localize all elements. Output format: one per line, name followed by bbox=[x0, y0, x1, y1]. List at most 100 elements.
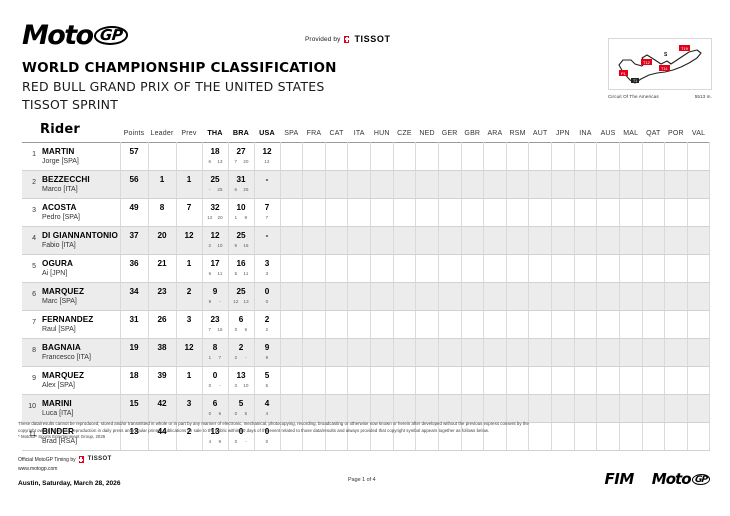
cell-points: 49 bbox=[120, 198, 149, 227]
cell-round-cze bbox=[393, 422, 417, 451]
rider-firstname: Brad [RSA] bbox=[42, 438, 78, 445]
rider-firstname: Alex [SPA] bbox=[42, 382, 75, 389]
cell-round-gbr bbox=[461, 282, 485, 311]
round-subvalues: 9 16 bbox=[229, 240, 254, 248]
round-subvalue: 11 bbox=[243, 271, 249, 276]
round-subvalue: 16 bbox=[217, 327, 223, 332]
round-subvalue: 4 bbox=[265, 411, 269, 416]
cell-round-ara bbox=[483, 310, 507, 339]
cell-round-cat bbox=[325, 142, 349, 171]
table-row: 1 MARTIN Jorge [SPA] 57 18 6 13 27 7 20 12 12 bbox=[22, 142, 711, 171]
rider-firstname: Marc [SPA] bbox=[42, 298, 77, 305]
prev-value: 2 bbox=[186, 427, 192, 436]
points-value: 15 bbox=[129, 399, 139, 408]
cell-leader: 38 bbox=[148, 338, 177, 367]
cell-round-qat bbox=[642, 254, 666, 283]
cell-round-ger bbox=[438, 198, 462, 227]
cell-round-qat bbox=[642, 198, 666, 227]
points-value: 31 bbox=[129, 315, 139, 324]
round-points: 25 bbox=[236, 231, 246, 240]
cell-round-val bbox=[687, 282, 711, 311]
cell-round-ned bbox=[415, 394, 439, 423]
cell-round-ina bbox=[574, 142, 598, 171]
cell-round-por bbox=[664, 310, 688, 339]
cell-points: 19 bbox=[120, 338, 149, 367]
cell-prev: 1 bbox=[176, 254, 203, 283]
round-subvalue: 1 bbox=[234, 215, 238, 220]
cell-round-por bbox=[664, 142, 688, 171]
prev-value: 12 bbox=[184, 231, 194, 240]
cell-round-mal bbox=[619, 422, 643, 451]
circuit-track-icon bbox=[618, 49, 702, 84]
cell-round-cze bbox=[393, 226, 417, 255]
round-points: 0 bbox=[264, 427, 270, 436]
rider-firstname: Pedro [SPA] bbox=[42, 214, 81, 221]
cell-round-ger bbox=[438, 394, 462, 423]
leader-value: 20 bbox=[157, 231, 167, 240]
cell-position: 11 bbox=[22, 422, 38, 451]
cell-round-bra: 27 7 20 bbox=[228, 142, 255, 171]
cell-round-cat bbox=[325, 338, 349, 367]
website-link[interactable]: www.motogp.com bbox=[18, 465, 58, 472]
fim-logo: FIM bbox=[604, 470, 635, 488]
cell-position: 3 bbox=[22, 198, 38, 227]
cell-round-ara bbox=[483, 422, 507, 451]
cell-round-hun bbox=[370, 422, 394, 451]
round-subvalue: 4 bbox=[208, 439, 212, 444]
cell-points: 15 bbox=[120, 394, 149, 423]
cell-round-gbr bbox=[461, 170, 485, 199]
round-points: 0 bbox=[238, 427, 244, 436]
position-value: 1 bbox=[32, 151, 36, 158]
cell-round-ger bbox=[438, 366, 462, 395]
round-subvalue: 0 bbox=[208, 411, 212, 416]
round-subvalues: 2 bbox=[255, 324, 280, 332]
col-header-ned: NED bbox=[419, 130, 435, 137]
cell-round-ina bbox=[574, 254, 598, 283]
cell-round-mal bbox=[619, 366, 643, 395]
round-points: 9 bbox=[264, 343, 270, 352]
cell-round-ita bbox=[347, 282, 371, 311]
cell-round-ara bbox=[483, 198, 507, 227]
round-subvalues: 2 10 bbox=[203, 240, 228, 248]
cell-round-aus bbox=[596, 226, 620, 255]
cell-round-tha: 12 2 10 bbox=[202, 226, 229, 255]
prev-value: 3 bbox=[186, 315, 192, 324]
cell-round-ara bbox=[483, 254, 507, 283]
cell-round-cze bbox=[393, 366, 417, 395]
cell-round-cze bbox=[393, 394, 417, 423]
cell-leader: 39 bbox=[148, 366, 177, 395]
cell-round-spa bbox=[280, 282, 304, 311]
cell-round-por bbox=[664, 254, 688, 283]
motogp-footer-badge: GP bbox=[691, 473, 711, 485]
round-points: 5 bbox=[264, 371, 270, 380]
title-block: WORLD CHAMPIONSHIP CLASSIFICATION RED BU… bbox=[22, 60, 337, 112]
cell-round-ita bbox=[347, 366, 371, 395]
cell-round-cat bbox=[325, 198, 349, 227]
round-points: 31 bbox=[236, 175, 246, 184]
rider-surname: MARQUEZ bbox=[42, 287, 85, 296]
round-subvalues: 0- bbox=[229, 436, 254, 444]
cell-round-val bbox=[687, 254, 711, 283]
cell-round-rsm bbox=[506, 170, 530, 199]
round-points: 2 bbox=[264, 315, 270, 324]
cell-position: 4 bbox=[22, 226, 38, 255]
rider-firstname: Fabio [ITA] bbox=[42, 242, 76, 249]
round-subvalue: - bbox=[245, 355, 247, 360]
round-points: 32 bbox=[210, 203, 220, 212]
cell-round-aus bbox=[596, 394, 620, 423]
motogp-footer-logo: Moto GP bbox=[652, 470, 711, 488]
cell-rider: MARQUEZ Alex [SPA] bbox=[38, 366, 121, 395]
circuit-map: T19 T12 T11 P1 T1 S bbox=[608, 38, 712, 90]
round-points: 4 bbox=[264, 399, 270, 408]
round-subvalues: - 25 bbox=[203, 184, 228, 192]
cell-round-ara bbox=[483, 282, 507, 311]
cell-round-rsm bbox=[506, 142, 530, 171]
points-value: 37 bbox=[129, 231, 139, 240]
leader-value: 44 bbox=[157, 427, 167, 436]
cell-round-val bbox=[687, 170, 711, 199]
